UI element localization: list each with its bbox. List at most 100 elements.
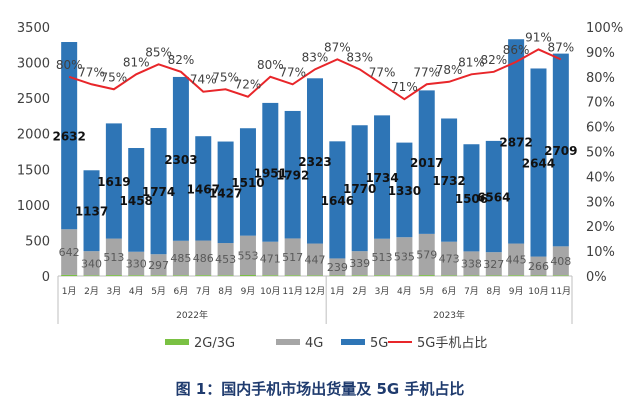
bar-5G (374, 115, 391, 239)
x-tick-label: 11月 (282, 286, 302, 297)
x-tick-label: 7月 (464, 286, 479, 297)
y-right-tick-label: 70% (586, 96, 615, 111)
data-label-share: 75% (101, 70, 128, 84)
bar-2G/3G (463, 275, 480, 276)
data-label-share: 71% (391, 80, 418, 94)
bar-4G (307, 243, 323, 276)
bar-5G (262, 102, 279, 242)
bar-4G (329, 258, 346, 276)
data-label-5g: 6564 (477, 191, 510, 205)
bar-4G (508, 243, 525, 276)
bar-2G/3G (172, 275, 189, 276)
data-label-4g: 445 (506, 253, 527, 266)
share-line (68, 48, 562, 101)
x-tick-label: 4月 (129, 286, 144, 297)
bar-4G (195, 240, 212, 276)
x-tick-label: 12月 (305, 286, 325, 297)
data-label-4g: 513 (103, 251, 124, 264)
data-label-share: 81% (458, 55, 485, 69)
y-right-tick-label: 10% (586, 245, 615, 260)
bar-2G/3G (441, 275, 458, 276)
x-tick-label: 4月 (397, 286, 412, 297)
data-label-5g: 1732 (432, 174, 465, 188)
y-left-tick-label: 1500 (17, 163, 50, 178)
bar-2G/3G (351, 275, 368, 276)
x-tick-label: 9月 (509, 286, 524, 297)
figure-caption: 图 1：国内手机市场出货量及 5G 手机占比 (175, 380, 465, 398)
y-left-tick-label: 3000 (17, 57, 50, 72)
data-label-share: 87% (324, 40, 351, 54)
bar-5G (61, 42, 78, 230)
x-tick-label: 3月 (107, 286, 122, 297)
legend-swatch (165, 339, 189, 345)
data-label-4g: 579 (416, 248, 437, 261)
x-tick-label: 10月 (260, 286, 280, 297)
bar-5G (195, 136, 212, 241)
bar-5G (441, 118, 458, 242)
data-label-5g: 1458 (120, 194, 153, 208)
data-label-share: 77% (78, 65, 105, 79)
data-label-share: 80% (257, 58, 284, 72)
data-label-share: 82% (480, 53, 507, 67)
data-label-4g: 297 (148, 259, 169, 272)
data-label-5g: 1951 (254, 166, 287, 180)
data-label-5g: 1774 (142, 185, 175, 199)
bars (61, 39, 569, 276)
bar-2G/3G (128, 275, 145, 276)
x-tick-label: 1月 (62, 286, 77, 297)
bar-5G (530, 68, 547, 257)
bar-5G (307, 78, 323, 244)
x-tick-label: 2月 (352, 286, 367, 297)
bar-4G (485, 252, 502, 276)
x-tick-label: 10月 (528, 286, 548, 297)
year-group-label: 2022年 (176, 309, 208, 321)
bar-4G (262, 241, 279, 276)
bar-2G/3G (284, 275, 301, 276)
bar-2G/3G (61, 274, 78, 276)
bar-4G (172, 240, 189, 276)
bar-4G (351, 251, 368, 276)
data-label-5g: 2017 (410, 156, 443, 170)
bar-2G/3G (105, 275, 122, 276)
data-label-5g: 1646 (321, 194, 354, 208)
data-label-5g: 1510 (231, 176, 264, 190)
x-tick-label: 9月 (241, 286, 256, 297)
bar-2G/3G (83, 275, 100, 276)
bar-4G (105, 238, 122, 276)
data-label-share: 85% (145, 45, 172, 59)
x-tick-label: 11月 (551, 286, 571, 297)
legend-label: 4G (305, 336, 323, 351)
bar-2G/3G (396, 275, 413, 276)
legend-label: 5G手机占比 (417, 336, 487, 351)
bar-4G (463, 251, 480, 276)
bar-2G/3G (150, 275, 167, 276)
data-label-4g: 330 (126, 257, 147, 270)
bar-5G (83, 170, 100, 252)
data-label-share: 78% (436, 63, 463, 77)
data-label-5g: 2644 (522, 157, 555, 171)
data-label-share: 82% (168, 53, 195, 67)
y-left-tick-label: 500 (25, 234, 50, 249)
data-label-5g: 2872 (499, 135, 532, 149)
y-right-tick-label: 60% (586, 121, 615, 136)
data-label-share: 74% (190, 73, 217, 87)
data-label-5g: 1427 (209, 186, 242, 200)
bar-2G/3G (239, 275, 256, 276)
bar-5G (150, 128, 167, 255)
y-right-tick-label: 80% (586, 71, 615, 86)
bar-2G/3G (329, 275, 346, 276)
bar-2G/3G (374, 275, 391, 276)
bar-4G (552, 246, 569, 276)
y-left-tick-label: 1000 (17, 199, 50, 214)
y-left-tick-label: 0 (42, 270, 50, 285)
data-label-share: 81% (123, 55, 150, 69)
bar-2G/3G (195, 275, 212, 276)
data-label-4g: 642 (59, 246, 80, 259)
bar-4G (418, 233, 435, 276)
x-tick-label: 6月 (174, 286, 189, 297)
data-label-5g: 1467 (187, 182, 220, 196)
year-group-label: 2023年 (433, 309, 465, 321)
bar-5G (418, 90, 435, 234)
bar-5G (105, 123, 122, 239)
